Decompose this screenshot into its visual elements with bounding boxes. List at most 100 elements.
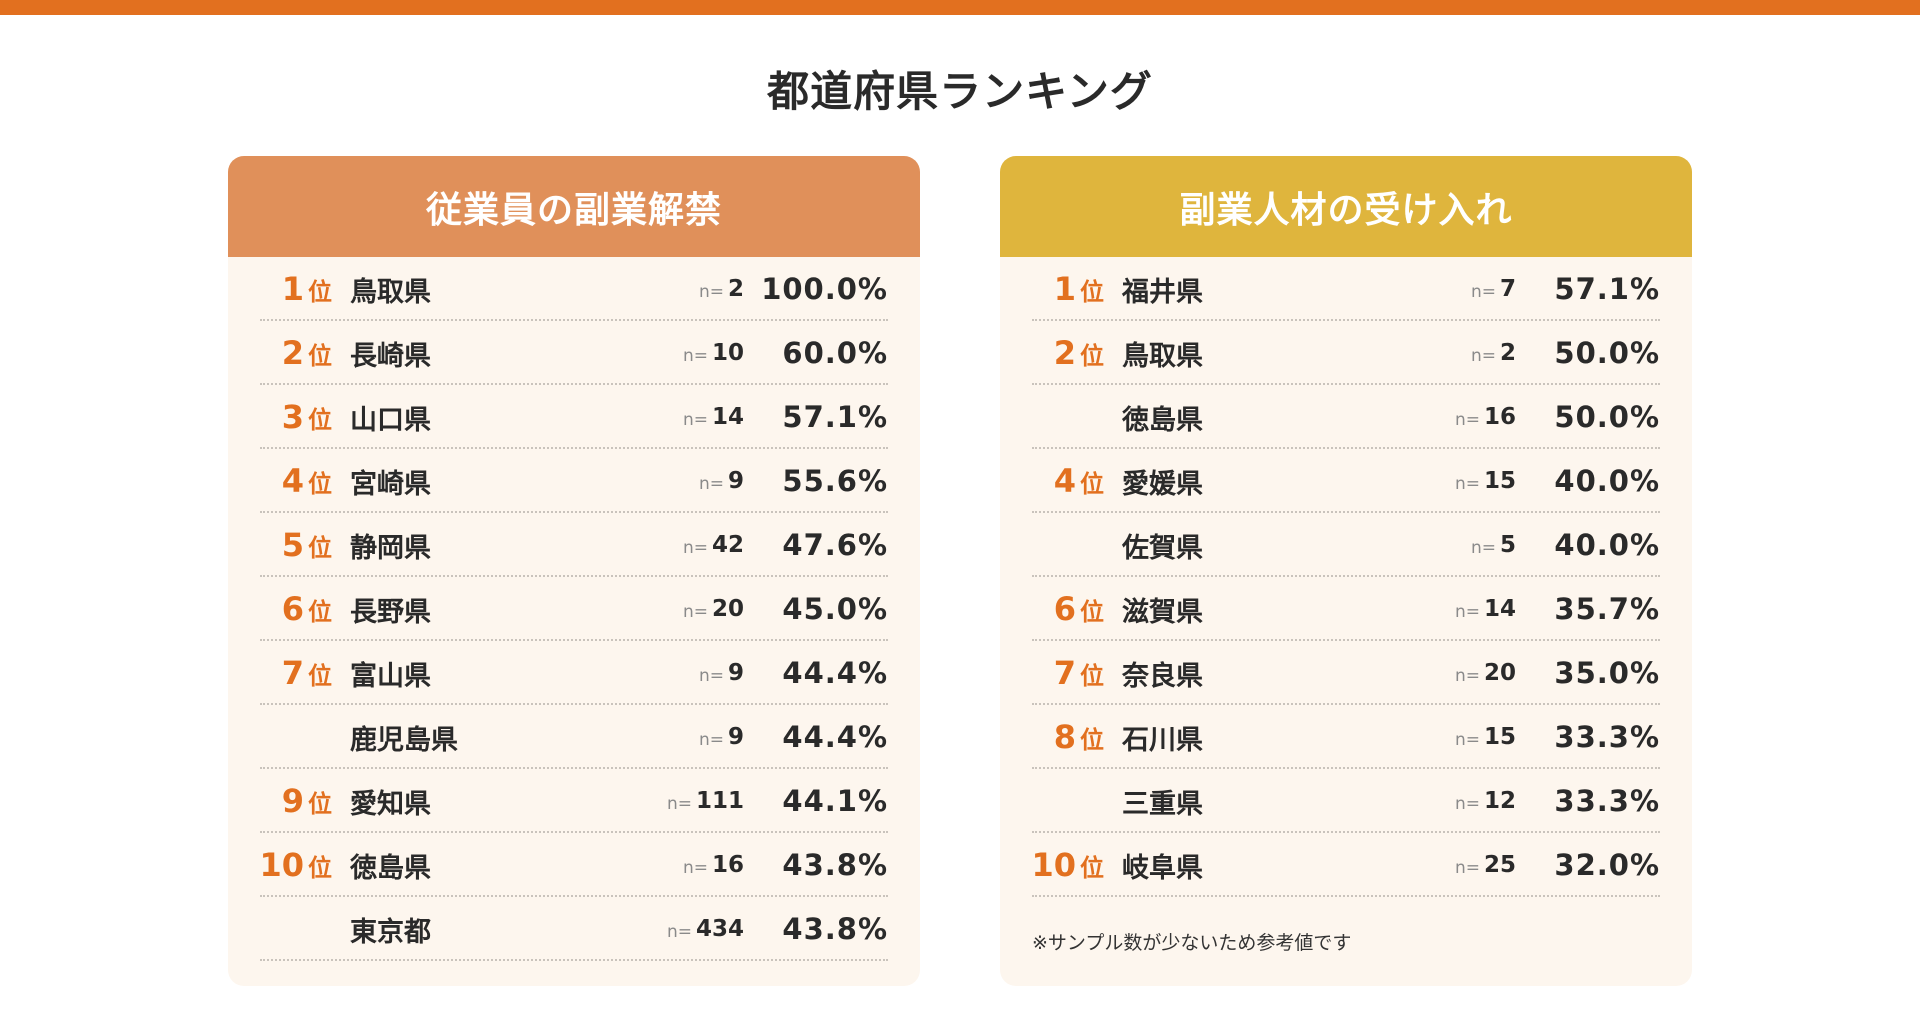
rank-number: 1: [281, 270, 304, 308]
sample-size: n= 2: [1471, 321, 1516, 385]
prefecture-name: 山口県: [350, 404, 431, 436]
prefecture-name: 滋賀県: [1122, 596, 1203, 628]
ranking-row: 7 位富山県 n= 9 44.4%: [260, 641, 888, 705]
footnote: ※サンプル数が少ないため参考値です: [1032, 932, 1352, 954]
page-title: 都道府県ランキング: [767, 67, 1153, 116]
ranking-row: 三重県 n= 12 33.3%: [1032, 769, 1660, 833]
sample-size: n= 434: [667, 897, 744, 961]
rank-number: 2: [281, 334, 304, 372]
percentage: 50.0%: [1554, 400, 1660, 434]
rank-number: 8: [1053, 718, 1076, 756]
n-label: n=: [1470, 538, 1496, 558]
rank-suffix: 位: [1080, 469, 1104, 498]
prefecture-name: 鹿児島県: [350, 724, 458, 756]
percentage: 57.1%: [782, 400, 888, 434]
percentage: 35.7%: [1554, 592, 1660, 626]
ranking-row: 2 位鳥取県 n= 2 50.0%: [1032, 321, 1660, 385]
n-label: n=: [1470, 346, 1496, 366]
n-value: 14: [711, 404, 744, 430]
n-value: 434: [695, 916, 744, 942]
n-label: n=: [666, 794, 692, 814]
percentage: 57.1%: [1554, 272, 1660, 306]
ranking-row: 東京都 n= 434 43.8%: [260, 897, 888, 961]
ranking-row: 5 位静岡県 n= 42 47.6%: [260, 513, 888, 577]
percentage: 100.0%: [761, 272, 888, 306]
n-value: 2: [1499, 340, 1516, 366]
ranking-row: 10 位徳島県 n= 16 43.8%: [259, 833, 888, 897]
card-header: 従業員の副業解禁: [228, 156, 920, 257]
sample-size: n= 9: [699, 449, 744, 513]
rank: 10 位: [259, 833, 332, 897]
sample-size: n= 5: [1471, 513, 1516, 577]
rank-suffix: 位: [1080, 277, 1104, 306]
n-label: n=: [698, 474, 724, 494]
ranking-row: 2 位長崎県 n= 10 60.0%: [260, 321, 888, 385]
prefecture-name: 鳥取県: [1122, 340, 1203, 372]
rank-number: 6: [281, 590, 304, 628]
prefecture-name: 宮崎県: [350, 468, 431, 500]
rank: [260, 705, 332, 769]
rank-suffix: 位: [308, 405, 332, 434]
sample-size: n= 16: [683, 833, 744, 897]
n-label: n=: [1454, 410, 1480, 430]
percentage: 35.0%: [1554, 656, 1660, 690]
rank-number: 7: [1053, 654, 1076, 692]
ranking-row: 10 位岐阜県 n= 25 32.0%: [1031, 833, 1660, 897]
rank: 10 位: [1031, 833, 1104, 897]
sample-size: n= 25: [1455, 833, 1516, 897]
sample-size: n= 9: [699, 705, 744, 769]
n-value: 20: [1483, 660, 1516, 686]
sample-size: n= 12: [1455, 769, 1516, 833]
sample-size: n= 15: [1455, 449, 1516, 513]
rank-number: 4: [1053, 462, 1076, 500]
rank-suffix: 位: [308, 661, 332, 690]
rank-suffix: 位: [1080, 725, 1104, 754]
sample-size: n= 42: [683, 513, 744, 577]
sample-size: n= 2: [699, 257, 744, 321]
n-label: n=: [1454, 730, 1480, 750]
n-value: 15: [1483, 724, 1516, 750]
rank-number: 3: [281, 398, 304, 436]
prefecture-name: 富山県: [350, 660, 431, 692]
rank-suffix: 位: [308, 341, 332, 370]
n-label: n=: [682, 410, 708, 430]
rank-number: 6: [1053, 590, 1076, 628]
percentage: 40.0%: [1554, 528, 1660, 562]
n-value: 25: [1483, 852, 1516, 878]
prefecture-name: 愛媛県: [1122, 468, 1203, 500]
sample-size: n= 16: [1455, 385, 1516, 449]
sample-size: n= 7: [1471, 257, 1516, 321]
n-label: n=: [1454, 858, 1480, 878]
rank-number: 2: [1053, 334, 1076, 372]
n-label: n=: [682, 346, 708, 366]
rank-number: 1: [1053, 270, 1076, 308]
n-value: 5: [1499, 532, 1516, 558]
rank-number: 4: [281, 462, 304, 500]
n-label: n=: [1454, 602, 1480, 622]
rank-suffix: 位: [308, 469, 332, 498]
ranking-list: 1 位福井県 n= 7 57.1% 2 位鳥取県 n= 2 50.0% 徳島県 n= 16 50.0% 4 位…: [1031, 257, 1660, 897]
prefecture-name: 石川県: [1122, 724, 1203, 756]
ranking-card-side-job-permission: 従業員の副業解禁 1 位鳥取県 n= 2 100.0% 2 位長崎県 n= 10 60.0% 3 位山…: [228, 156, 920, 986]
rank-suffix: 位: [1080, 597, 1104, 626]
n-label: n=: [1470, 282, 1496, 302]
ranking-row: 9 位愛知県 n= 111 44.1%: [260, 769, 888, 833]
n-label: n=: [698, 730, 724, 750]
n-label: n=: [698, 666, 724, 686]
rank-suffix: 位: [308, 853, 332, 882]
ranking-row: 鹿児島県 n= 9 44.4%: [260, 705, 888, 769]
sample-size: n= 9: [699, 641, 744, 705]
percentage: 43.8%: [782, 912, 888, 946]
n-value: 10: [711, 340, 744, 366]
rank-number: 9: [281, 782, 304, 820]
rank-number: 5: [281, 526, 304, 564]
rank: [1032, 769, 1104, 833]
sample-size: n= 15: [1455, 705, 1516, 769]
n-value: 7: [1499, 276, 1516, 302]
